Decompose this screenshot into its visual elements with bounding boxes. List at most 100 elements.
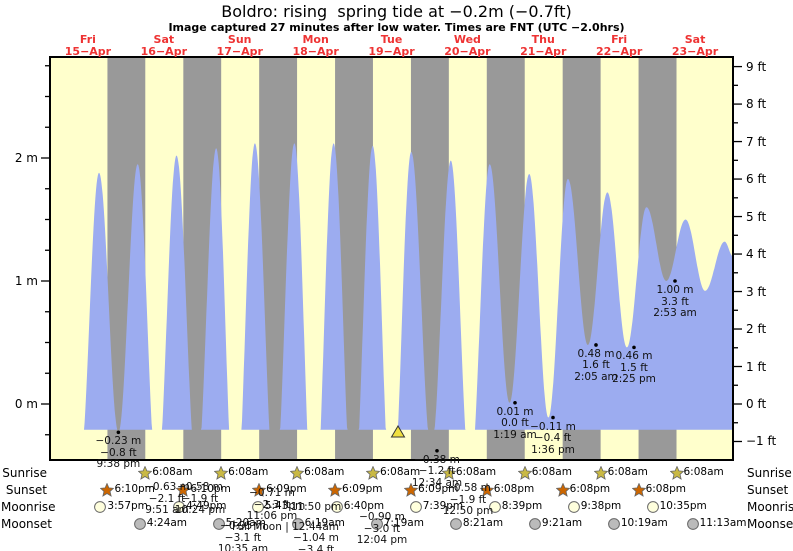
day-label-dow: Thu	[531, 33, 555, 46]
tide-annotation-line: 0.46 m	[615, 350, 653, 363]
sunset-time: 6:08pm	[493, 483, 535, 495]
moonset-icon	[686, 516, 700, 535]
tide-annotation-line: −3.1 ft	[224, 531, 262, 544]
tide-annotation-line: −0.95 m	[220, 520, 266, 532]
tide-annotation-line: 1:19 am	[493, 428, 537, 441]
sunset-icon	[403, 482, 419, 501]
moonrise-row-label-right: Moonrise	[747, 500, 793, 514]
tide-extreme-dot	[116, 430, 121, 435]
current-time-marker	[390, 425, 406, 438]
moonset-time: 7:19am	[383, 517, 424, 529]
tide-annotation-line: 2:25 pm	[612, 373, 656, 386]
tide-annotation: −0.71 m −2.3 ft 11:06 pm	[237, 487, 307, 523]
tide-annotation-line: 11:06 pm	[246, 510, 298, 522]
moonrise-icon	[172, 499, 186, 518]
day-label-dow: Tue	[380, 33, 403, 46]
right-axis-label: 4 ft	[746, 247, 767, 262]
moonrise-time: 7:39pm	[422, 500, 464, 512]
moonrise-icon	[330, 499, 344, 518]
tide-annotation-line: −0.23 m	[95, 435, 142, 448]
moonrise-icon	[646, 499, 660, 518]
day-label-date: 18−Apr	[292, 45, 339, 58]
tide-annotation: −0.90 m −3.0 ft 12:04 pm	[347, 511, 417, 547]
right-axis-label: 7 ft	[746, 134, 767, 149]
day-label-dow: Wed	[453, 33, 481, 46]
tide-annotation-line: −0.58 m	[445, 482, 491, 494]
tide-annotation: −0.58 m −1.9 ft 12:50 pm	[433, 482, 503, 518]
moonset-time: 9:21am	[541, 517, 583, 529]
moonset-time: 11:13am	[699, 517, 747, 529]
moonset-time: 4:24am	[146, 517, 188, 529]
moonrise-row-label-left: Moonrise	[1, 500, 56, 514]
right-axis-label: 8 ft	[746, 97, 767, 112]
day-label-dow: Fri	[611, 33, 628, 46]
sunrise-icon	[137, 465, 153, 484]
tide-annotation-line: −1.9 ft	[181, 492, 219, 505]
moonrise-time: 4:49pm	[186, 500, 227, 512]
sunrise-time: 6:08am	[683, 466, 724, 478]
tide-annotation: −0.11 m −0.4 ft 1:36 pm	[518, 420, 588, 457]
tide-annotation: 0.01 m 0.0 ft 1:19 am	[480, 405, 550, 442]
right-axis-label: 6 ft	[746, 172, 767, 187]
sunset-icon	[327, 482, 343, 501]
tide-annotation-line: 0.01 m	[496, 405, 534, 418]
moonset-time: 10:19am	[620, 517, 668, 529]
sunrise-icon	[669, 465, 684, 484]
day-label-date: 15−Apr	[64, 45, 112, 58]
moonrise-icon	[567, 499, 581, 518]
sunrise-time: 6:08am	[531, 466, 572, 478]
sunset-row-label-left: Sunset	[5, 483, 47, 497]
tide-annotation-line: −2.1 ft	[148, 492, 186, 505]
moonset-icon	[449, 516, 463, 535]
sunrise-row-label-right: Sunrise	[747, 466, 792, 480]
moonrise-time: 6:40pm	[343, 500, 385, 512]
tide-annotation-line: −2.3 ft	[253, 498, 291, 511]
moonrise-icon	[488, 499, 502, 518]
left-axis-label: 0 m	[14, 397, 38, 411]
sunrise-icon	[213, 465, 229, 484]
sunrise-time: 6:08am	[607, 466, 648, 478]
sunset-icon	[175, 482, 191, 501]
tide-annotation-line: 1.6 ft	[582, 359, 610, 372]
tide-annotation-line: −0.38 m	[414, 453, 460, 466]
sunset-time: 6:09pm	[266, 483, 307, 495]
tide-annotation: −0.63 m −2.1 ft 9:51 am	[132, 481, 202, 517]
sunset-icon	[631, 482, 647, 501]
tide-annotation-line: 9:38 pm	[96, 458, 141, 471]
tide-annotation-line: −1.9 ft	[449, 493, 487, 506]
tide-annotation-line: −0.4 ft	[534, 432, 572, 445]
tide-annotation-line: 1.00 m	[656, 284, 694, 296]
sunrise-icon	[517, 465, 533, 484]
moonset-icon	[133, 516, 147, 535]
tide-annotation: −0.38 m −1.2 ft 12:34 am	[402, 453, 472, 490]
tide-annotation-line: 2:05 am	[574, 370, 618, 383]
tide-annotation-line: 9:51 am	[145, 504, 189, 516]
tide-annotation-line: −0.63 m	[144, 481, 190, 493]
sunset-icon	[479, 482, 495, 501]
moonrise-time: 5:43pm	[264, 500, 306, 512]
tide-annotation: 1.00 m 3.3 ft 2:53 am	[640, 284, 710, 320]
tide-annotation-line: 11:50 pm	[290, 501, 342, 513]
sunrise-time: 6:08am	[228, 466, 269, 478]
right-axis-label: 1 ft	[746, 359, 767, 374]
moonset-icon	[212, 516, 226, 535]
sunrise-time: 6:08am	[152, 466, 193, 478]
tide-annotation-line: −0.58 m	[177, 481, 223, 493]
sunset-icon	[555, 482, 571, 501]
tide-extreme-dot	[673, 279, 677, 283]
tide-annotation-line: 12:04 pm	[356, 534, 408, 546]
tide-annotation: −0.95 m −3.1 ft 10:35 am	[208, 520, 278, 551]
page-title: Boldro: rising spring tide at −0.2m (−0.…	[221, 2, 572, 21]
moonset-time: 5:20am	[225, 517, 266, 529]
tide-annotation-line: 12:50 pm	[442, 505, 494, 517]
tide-annotation-line: 12:34 am	[411, 476, 463, 489]
day-label-date: 21−Apr	[520, 45, 567, 58]
tide-extreme-dot	[551, 415, 555, 420]
tide-annotation-line: −0.11 m	[530, 420, 576, 433]
day-label-date: 22−Apr	[595, 45, 643, 58]
right-axis-label: 5 ft	[746, 209, 767, 224]
right-axis-label: 0 ft	[746, 397, 767, 411]
sunset-time: 6:09pm	[417, 483, 459, 495]
moonset-row-label-right: Moonset	[747, 517, 793, 531]
